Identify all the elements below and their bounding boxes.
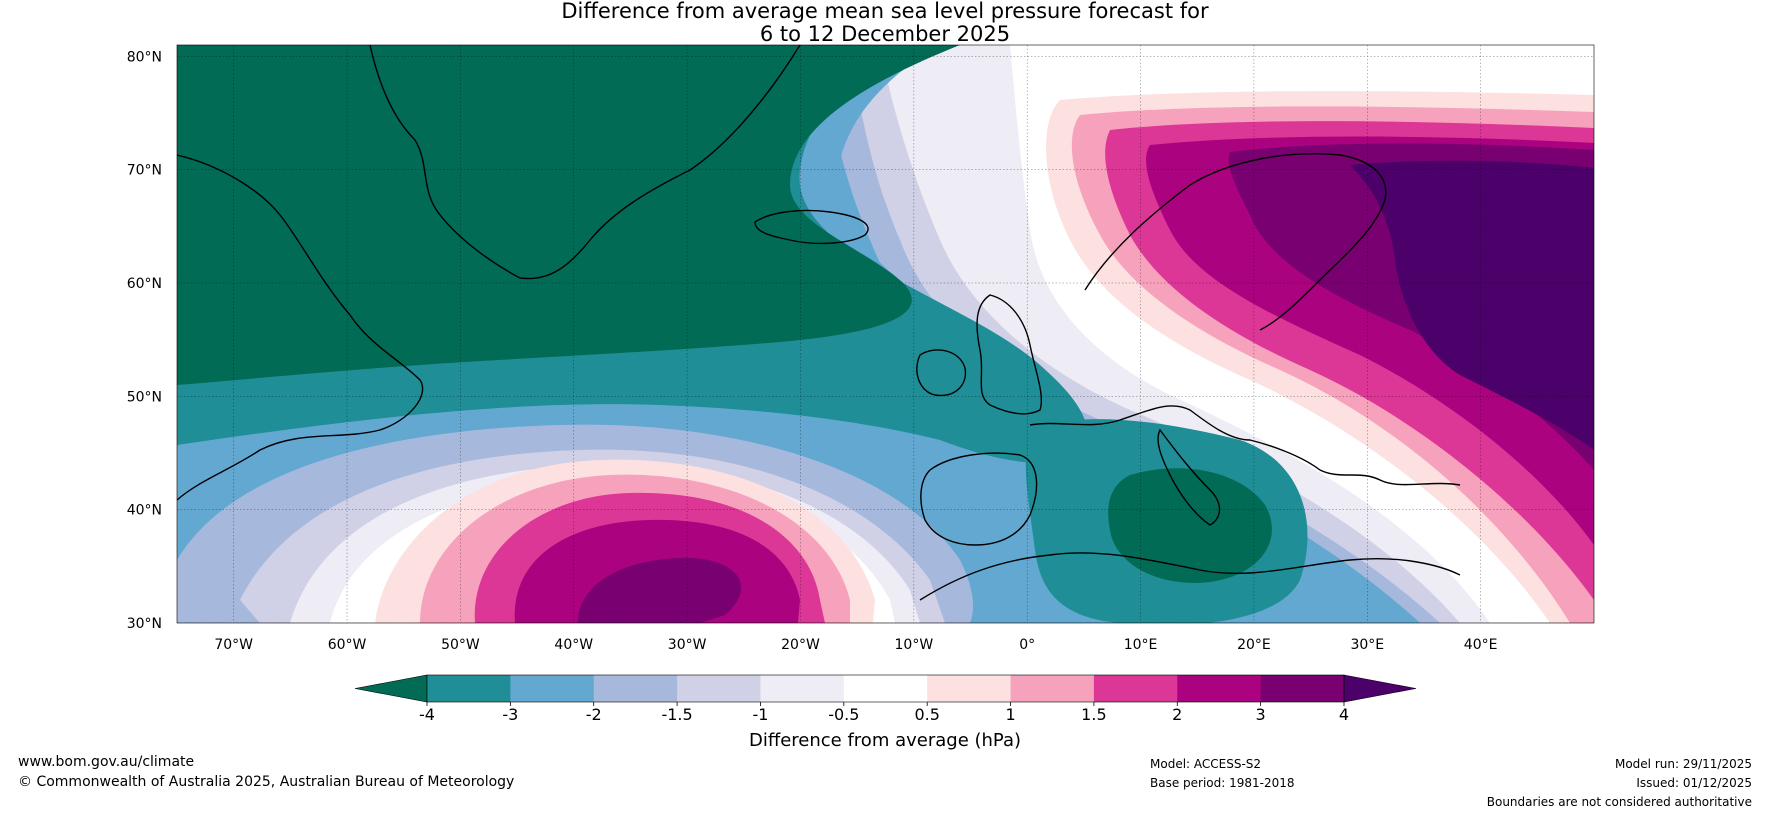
colorbar-segment (1260, 675, 1345, 702)
scandinavia-coast (1084, 153, 1387, 331)
colorbar-tick-label: -4 (419, 705, 435, 724)
lon-tick-label: 10°E (1124, 637, 1158, 653)
lon-tick-label: 0° (1019, 637, 1035, 653)
italy-coast (1157, 428, 1221, 526)
title-line-1: Difference from average mean sea level p… (561, 0, 1209, 23)
colorbar-tick-label: -1.5 (661, 705, 692, 724)
lon-tick-label: 40°E (1464, 637, 1498, 653)
footer-model: Model: ACCESS-S2 (1150, 757, 1262, 771)
colorbar-frame (426, 674, 1345, 703)
colorbar-tick-label: 4 (1339, 705, 1349, 724)
lon-tick-label: 40°W (554, 637, 593, 653)
coastlines (177, 45, 1461, 601)
colorbar-segment (843, 675, 928, 702)
lat-tick-label: 40°N (127, 503, 162, 519)
lon-tick-label: 30°W (668, 637, 707, 653)
lon-tick-label: 50°W (441, 637, 480, 653)
footer-issued: Issued: 01/12/2025 (1636, 776, 1752, 790)
colorbar-tick-label: 3 (1256, 705, 1266, 724)
colorbar-extend-low (354, 674, 428, 703)
colorbar-tick-label: -3 (502, 705, 518, 724)
contour-nw-neg4 (177, 45, 960, 385)
colorbar-segment (677, 675, 761, 702)
colorbar-segment (1177, 675, 1262, 702)
north-africa-coast (919, 552, 1461, 601)
lat-tick-label: 60°N (127, 276, 162, 292)
europe-coast (1029, 405, 1461, 486)
contour-med-neg4 (1108, 468, 1272, 583)
colorbar-label: Difference from average (hPa) (749, 730, 1021, 751)
colorbar-tick-label: -1 (752, 705, 768, 724)
colorbar-segment (927, 675, 1012, 702)
greenland-coast (369, 45, 801, 280)
colorbar: -4 -3 -2 -1.5 -1 -0.5 0.5 1 1.5 2 3 4 (354, 674, 1417, 724)
lat-tick-label: 80°N (127, 49, 162, 65)
colorbar-segment (593, 675, 678, 702)
footer-base-period: Base period: 1981-2018 (1150, 776, 1295, 790)
lat-tick-label: 50°N (127, 389, 162, 405)
anomaly-field (177, 45, 1594, 623)
colorbar-segment (1010, 675, 1095, 702)
lon-tick-label: 20°W (781, 637, 820, 653)
colorbar-tick-label: 0.5 (914, 705, 939, 724)
british-isles-coast (976, 294, 1043, 415)
baffin-labrador-coast (177, 154, 424, 501)
colorbar-extend-high (1343, 674, 1417, 703)
footer-website: www.bom.gov.au/climate (18, 754, 195, 770)
footer-model-run: Model run: 29/11/2025 (1614, 757, 1752, 771)
footer-copyright: © Commonwealth of Australia 2025, Austra… (18, 774, 515, 790)
lat-tick-label: 30°N (127, 616, 162, 632)
lon-tick-label: 30°E (1350, 637, 1384, 653)
title-line-2: 6 to 12 December 2025 (759, 22, 1011, 46)
lon-tick-label: 60°W (328, 637, 367, 653)
colorbar-tick-label: -2 (586, 705, 602, 724)
colorbar-tick-label: -0.5 (828, 705, 859, 724)
colorbar-tick-label: 2 (1172, 705, 1182, 724)
lon-tick-label: 10°W (895, 637, 934, 653)
contour-sw-pos3 (578, 557, 742, 623)
lat-tick-label: 70°N (127, 163, 162, 179)
lon-tick-label: 20°E (1237, 637, 1271, 653)
colorbar-segment (1093, 675, 1178, 702)
colorbar-segment (510, 675, 595, 702)
colorbar-segment (760, 675, 845, 702)
contour-ne-pos4 (1350, 160, 1594, 450)
colorbar-tick-label: 1 (1005, 705, 1015, 724)
latitude-labels: 80°N 70°N 60°N 50°N 40°N 30°N (127, 49, 162, 632)
colorbar-tick-label: 1.5 (1081, 705, 1106, 724)
footer-disclaimer: Boundaries are not considered authoritat… (1486, 795, 1752, 809)
lon-tick-label: 70°W (214, 637, 253, 653)
iberia-coast (920, 452, 1038, 546)
longitude-labels: 70°W 60°W 50°W 40°W 30°W 20°W 10°W 0° 10°E 20°E 30… (214, 637, 1497, 653)
ireland-coast (916, 349, 967, 397)
colorbar-segment (427, 675, 511, 702)
graticule (177, 45, 1594, 623)
map-title: Difference from average mean sea level p… (0, 0, 1770, 46)
iceland-coast (754, 209, 869, 245)
map-frame (176, 44, 1595, 624)
